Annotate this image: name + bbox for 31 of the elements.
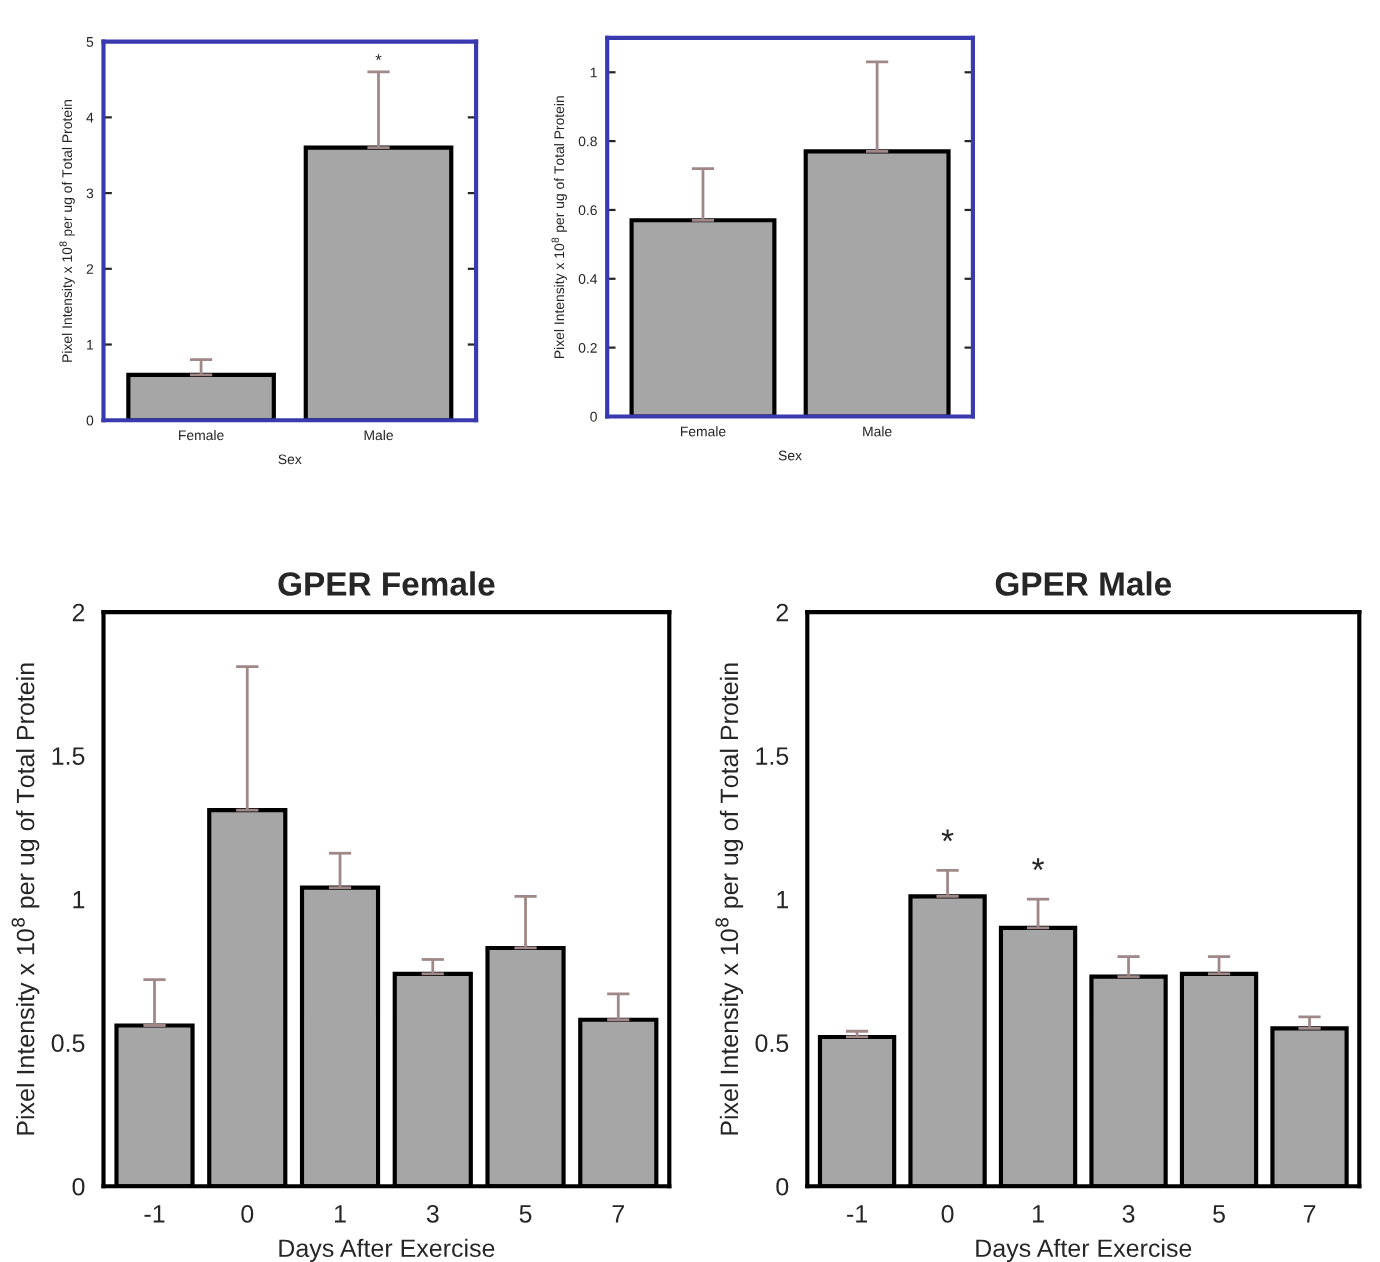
x-tick-label: 1	[1033, 1205, 1044, 1223]
y-axis-title: Pixel Intensity x 10$^{8}$ per ug of Total Protein	[11, 663, 40, 1135]
x-axis-title: Days After Exercise	[279, 1238, 495, 1262]
y-tick-label: 1	[777, 891, 789, 909]
x-tick-label: 0	[941, 1205, 954, 1223]
chart-title: GPER Female	[278, 571, 495, 596]
y-tick-label: 0	[776, 1177, 789, 1196]
chart-title: GPER Male	[995, 571, 1172, 596]
y-tick-label: 2	[776, 603, 788, 622]
x-axis-title: Days After Exercise	[976, 1238, 1192, 1262]
y-tick-label: 1.5	[52, 747, 85, 765]
y-tick-label: 0.5	[51, 1034, 85, 1053]
x-tick-label: 3	[1122, 1205, 1135, 1223]
x-tick-label: -1	[144, 1205, 165, 1223]
y-axis-title: Pixel Intensity x 10$^{8}$ per ug of Total Protein	[715, 663, 744, 1135]
annotation: *	[375, 54, 382, 61]
y-tick-label: 1	[73, 891, 85, 909]
y-tick-label: 2	[72, 603, 85, 622]
x-tick-label: 3	[426, 1205, 439, 1223]
y-tick-label: 0.5	[755, 1034, 789, 1053]
x-tick-label: 1	[334, 1205, 346, 1223]
y-tick-label: 0	[72, 1177, 85, 1196]
x-tick-label: 7	[1303, 1205, 1316, 1223]
x-tick-label: -1	[847, 1205, 867, 1223]
y-tick-label: 1.5	[756, 747, 789, 765]
annotation: *	[1032, 858, 1045, 870]
x-tick-label: 0	[241, 1205, 254, 1223]
x-tick-label: 5	[1213, 1205, 1225, 1223]
x-tick-label: 5	[519, 1205, 532, 1223]
x-tick-label: 7	[612, 1205, 624, 1223]
annotation: *	[941, 829, 954, 842]
